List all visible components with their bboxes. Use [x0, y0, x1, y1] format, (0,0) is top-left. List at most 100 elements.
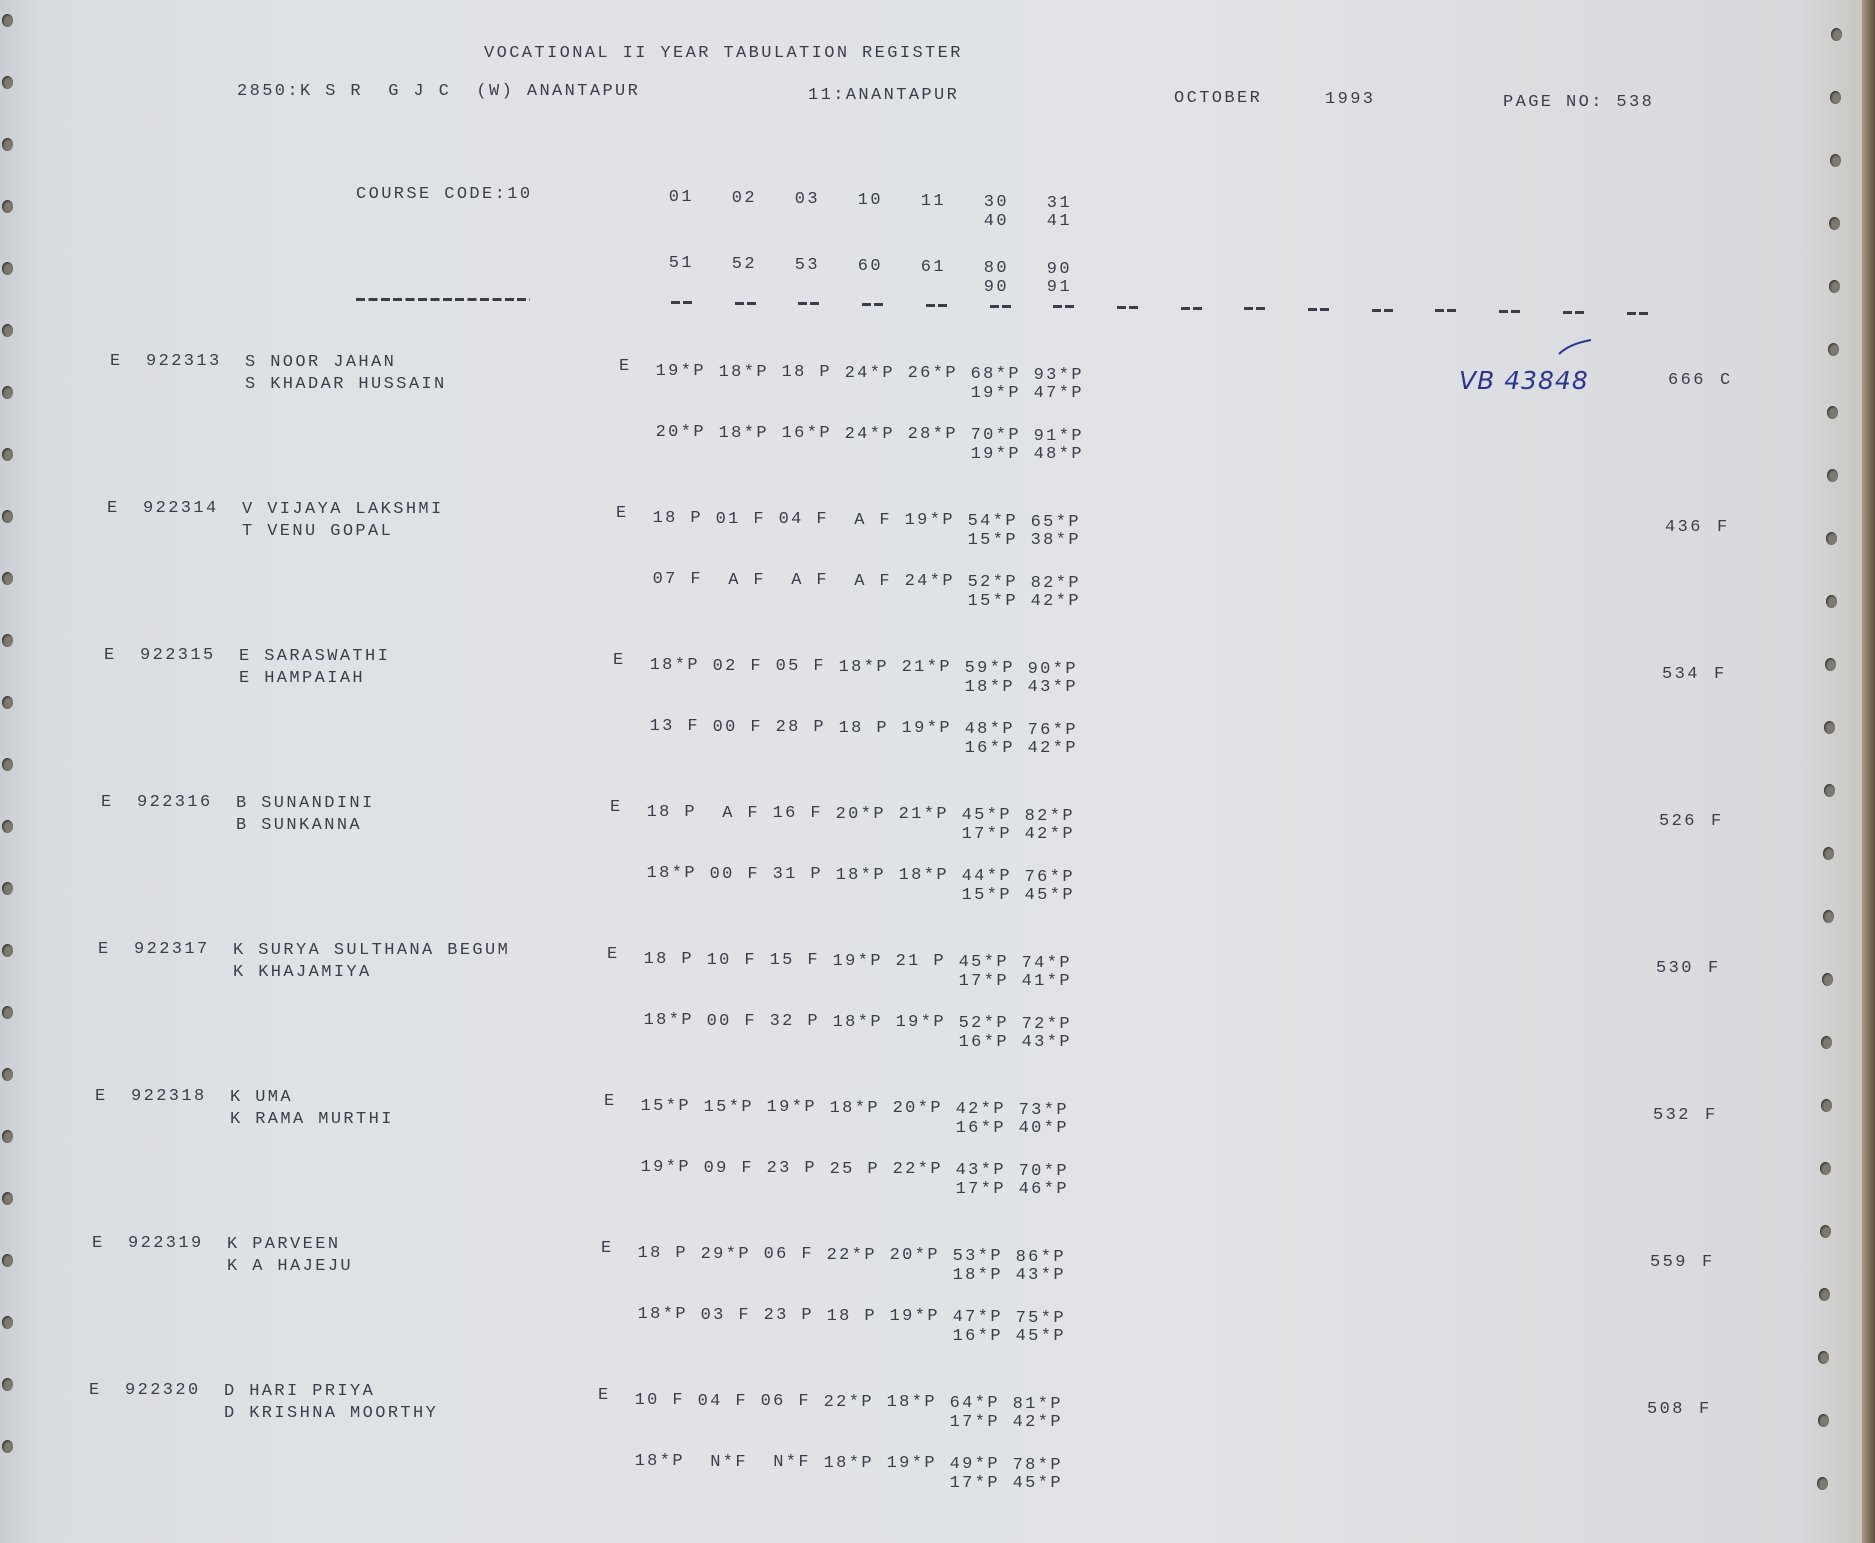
- subject-mark: 18*P: [886, 1393, 937, 1413]
- column-separator: [1308, 308, 1330, 311]
- subject-mark: 54*P: [967, 512, 1018, 531]
- parent-name: K RAMA MURTHI: [230, 1110, 394, 1129]
- result-code: F: [1702, 1253, 1715, 1272]
- binder-hole-icon: [2, 1130, 13, 1143]
- subject-mark: 19*P: [970, 445, 1021, 464]
- total-marks: 666: [1668, 371, 1706, 390]
- subject-mark: 72*P: [1021, 1014, 1072, 1034]
- subject-mark: N*F: [773, 1453, 811, 1473]
- subject-mark: 53*P: [952, 1247, 1003, 1266]
- subject-mark: 18 P: [637, 1244, 688, 1263]
- binder-hole-icon: [2, 572, 13, 585]
- binder-hole-icon: [1828, 280, 1840, 293]
- binder-hole-icon: [1818, 1351, 1830, 1364]
- subject-code: 10: [857, 191, 883, 210]
- subject-mark: 90*P: [1027, 659, 1078, 679]
- exam-type: E: [613, 651, 626, 670]
- subject-mark: 70*P: [1018, 1161, 1069, 1181]
- binder-hole-icon: [2, 200, 13, 213]
- subject-mark: 18*P: [634, 1452, 685, 1471]
- result-code: F: [1699, 1400, 1712, 1419]
- subject-code: 11: [920, 192, 946, 211]
- student-name: D HARI PRIYA: [224, 1382, 376, 1401]
- total-marks: 532: [1653, 1106, 1691, 1125]
- binder-hole-icon: [2, 1316, 13, 1329]
- subject-mark: 18*P: [649, 656, 700, 675]
- subject-code: 01: [668, 188, 694, 207]
- exam-year: 1993: [1325, 90, 1376, 109]
- subject-mark: 23 P: [766, 1159, 817, 1179]
- binder-hole-icon: [1828, 343, 1839, 356]
- subject-mark: 15*P: [967, 531, 1018, 550]
- exam-type: E: [619, 357, 632, 376]
- subject-mark: 20*P: [889, 1246, 940, 1266]
- student-name: B SUNANDINI: [236, 794, 375, 813]
- subject-mark: 43*P: [1027, 678, 1078, 697]
- subject-mark: 45*P: [958, 953, 1009, 972]
- binder-hole-icon: [1829, 154, 1841, 167]
- roll-number: 922315: [140, 646, 216, 665]
- subject-mark: 15*P: [961, 886, 1012, 905]
- subject-mark: 03 F: [700, 1305, 751, 1325]
- subject-mark: 21 P: [895, 952, 946, 972]
- total-marks: 559: [1650, 1253, 1688, 1272]
- student-name: K UMA: [230, 1088, 294, 1107]
- student-name: S NOOR JAHAN: [245, 353, 397, 372]
- subject-mark: 16*P: [964, 739, 1015, 758]
- subject-mark: 19*P: [832, 951, 883, 971]
- subject-mark: 15*P: [703, 1097, 754, 1117]
- subject-mark: 93*P: [1033, 365, 1084, 385]
- total-marks: 534: [1662, 665, 1700, 684]
- parent-name: B SUNKANNA: [236, 816, 363, 835]
- subject-mark: 19*P: [640, 1158, 691, 1177]
- subject-mark: 82*P: [1030, 573, 1081, 593]
- subject-mark: A F: [854, 510, 892, 530]
- subject-mark: 16*P: [952, 1327, 1003, 1346]
- subject-mark: 18*P: [823, 1453, 874, 1473]
- separator-dashes: [356, 298, 530, 301]
- subject-mark: A F: [722, 803, 760, 823]
- subject-code: 51: [668, 254, 694, 273]
- subject-mark: 47*P: [952, 1308, 1003, 1327]
- subject-mark: 22*P: [892, 1160, 943, 1180]
- binder-hole-icon: [1820, 1162, 1832, 1175]
- subject-mark: 75*P: [1015, 1308, 1066, 1328]
- subject-mark: 00 F: [712, 717, 763, 737]
- subject-code: 60: [857, 257, 883, 276]
- roll-number: 922318: [131, 1087, 207, 1106]
- subject-mark: 05 F: [775, 657, 826, 677]
- subject-mark: 19*P: [970, 384, 1021, 403]
- subject-mark: 18 P: [826, 1306, 877, 1326]
- result-code: F: [1711, 812, 1724, 831]
- column-separator: [1180, 306, 1203, 310]
- exam-type: E: [610, 798, 623, 817]
- binder-hole-icon: [1817, 1477, 1829, 1490]
- subject-mark: 44*P: [961, 867, 1012, 886]
- subject-mark: 18 P: [652, 509, 703, 528]
- subject-mark: 45*P: [961, 806, 1012, 825]
- parent-name: K KHAJAMIYA: [233, 963, 372, 982]
- subject-code: 52: [731, 255, 757, 274]
- column-separator: [671, 301, 693, 304]
- column-separator: [1053, 305, 1076, 309]
- record-type: E: [98, 940, 111, 959]
- subject-code: 40: [983, 212, 1009, 231]
- subject-mark: 32 P: [769, 1012, 820, 1032]
- subject-mark: 45*P: [1024, 886, 1075, 905]
- column-separator: [1371, 308, 1394, 312]
- subject-mark: 42*P: [1024, 825, 1075, 844]
- record-type: E: [104, 646, 117, 665]
- column-separator: [1562, 310, 1585, 314]
- register-title: VOCATIONAL II YEAR TABULATION REGISTER: [484, 44, 963, 63]
- subject-mark: 28*P: [907, 425, 958, 445]
- roll-number: 922320: [125, 1381, 201, 1400]
- subject-mark: 65*P: [1030, 512, 1081, 532]
- binder-hole-icon: [2, 944, 13, 957]
- binder-hole-icon: [2, 882, 13, 895]
- total-marks: 526: [1659, 812, 1697, 831]
- subject-mark: 18*P: [832, 1012, 883, 1032]
- subject-code: 61: [920, 258, 946, 277]
- subject-mark: 18*P: [835, 865, 886, 885]
- subject-code: 41: [1046, 212, 1072, 231]
- subject-mark: 91*P: [1033, 426, 1084, 446]
